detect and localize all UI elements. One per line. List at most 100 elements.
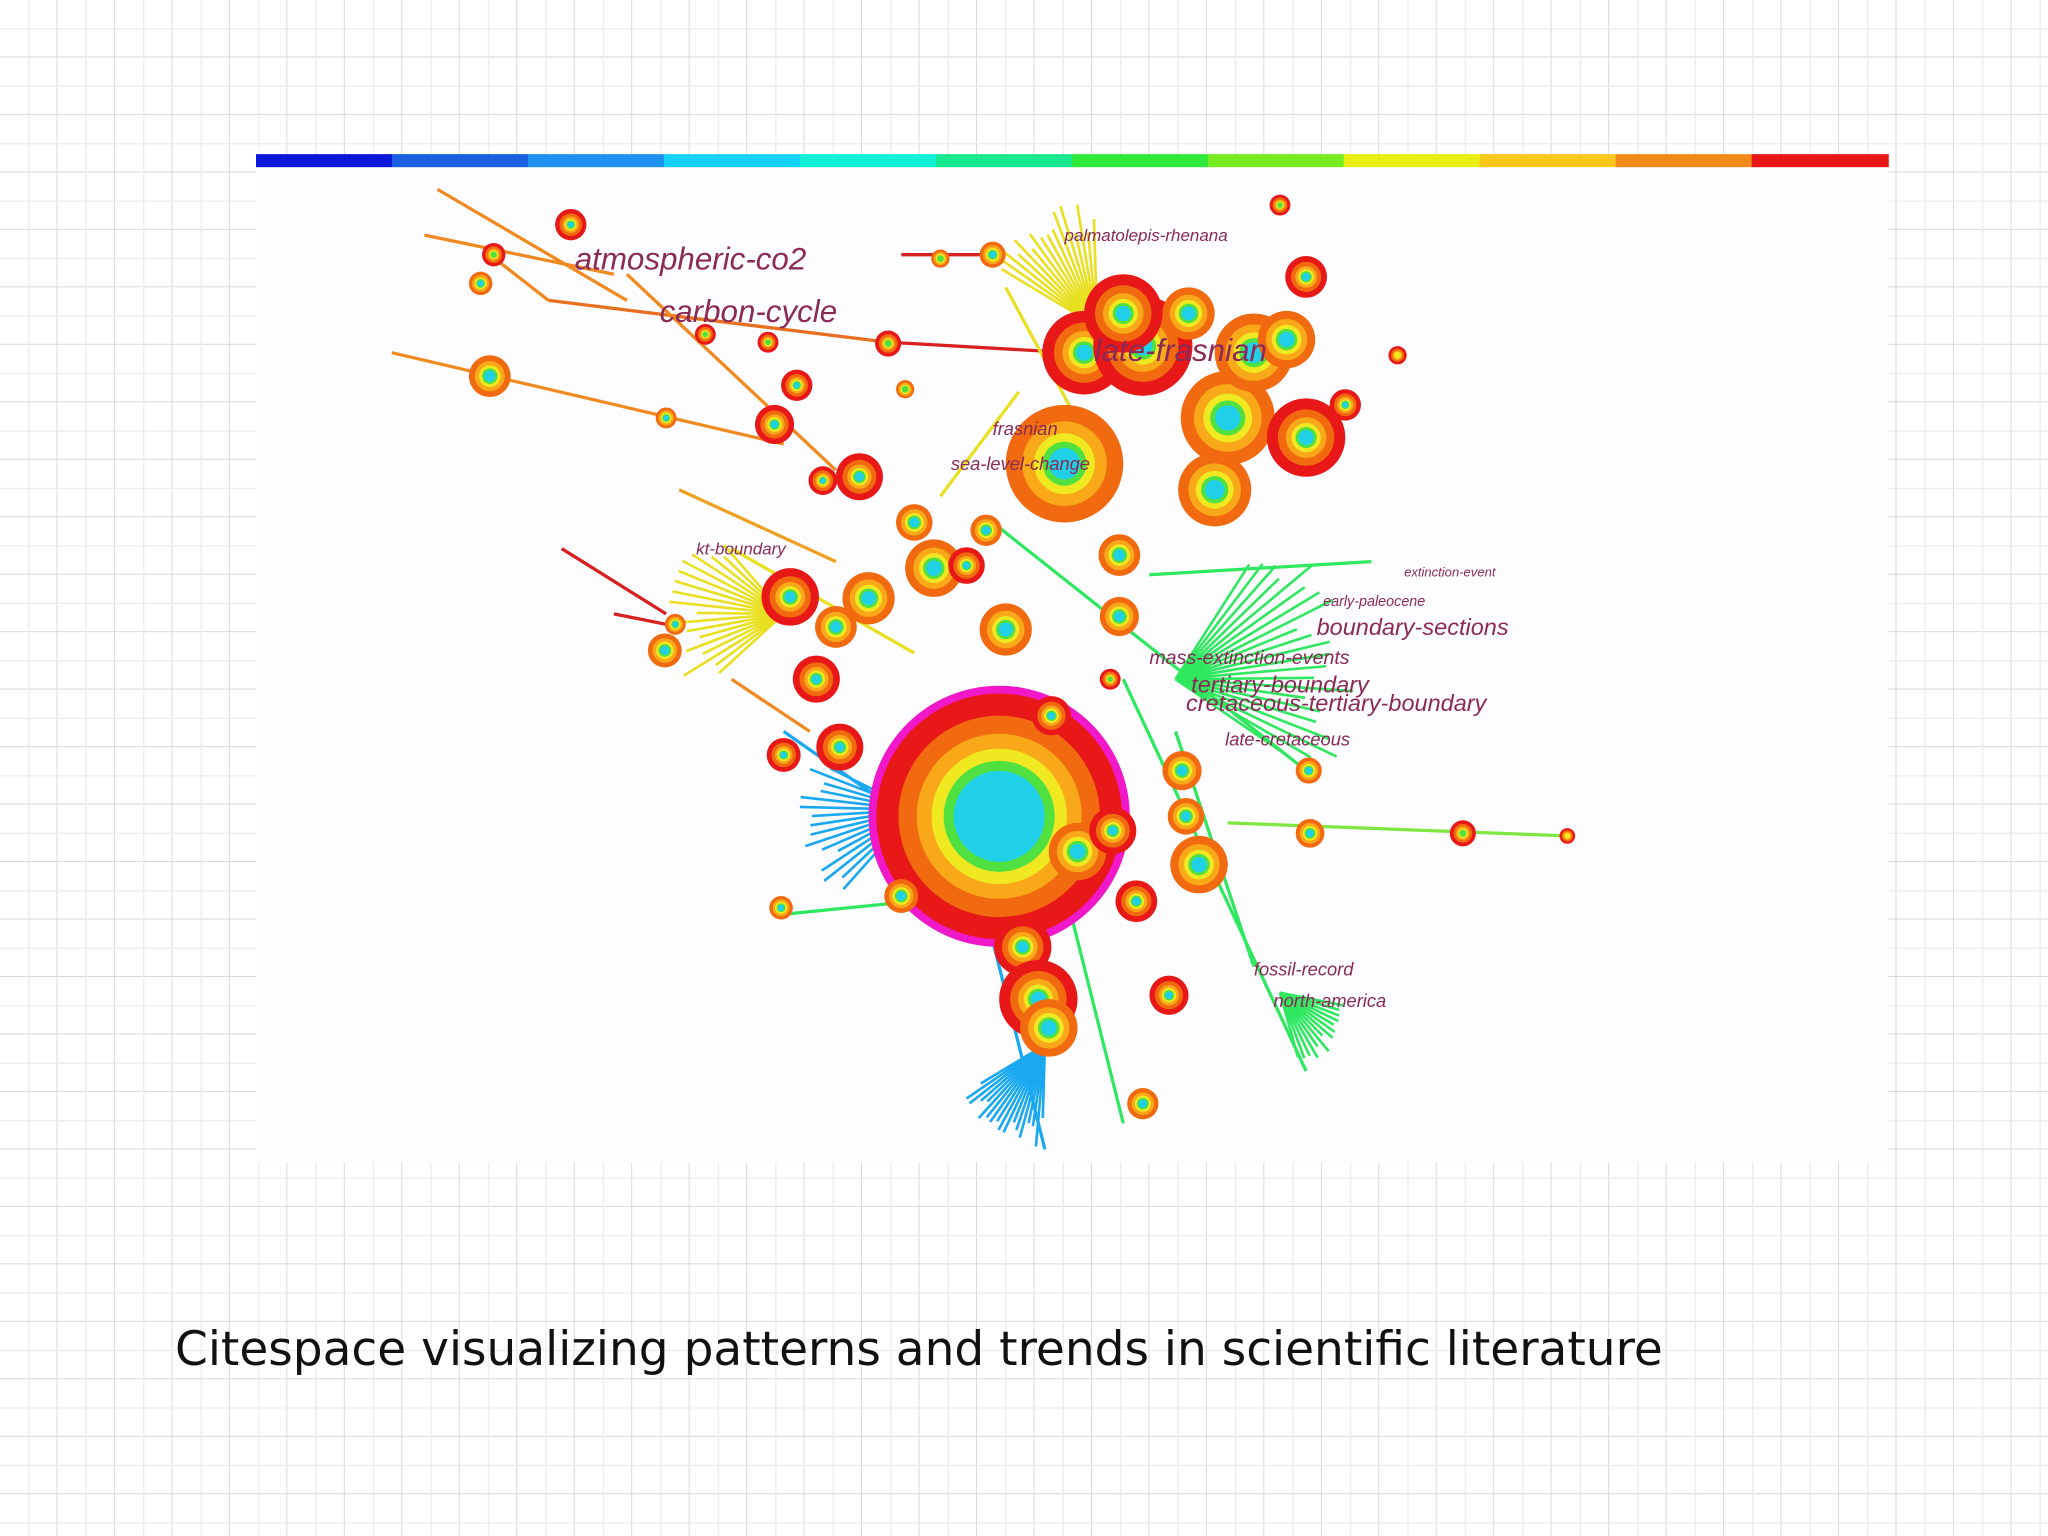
edge	[1175, 677, 1321, 713]
node-ring	[835, 742, 845, 752]
node-ring	[811, 674, 821, 684]
node-label: late-cretaceous	[1225, 729, 1350, 750]
node-ring	[953, 770, 1045, 862]
node-label: cretaceous-tertiary-boundary	[1186, 690, 1488, 716]
node-ring	[1132, 897, 1141, 906]
node-ring	[1017, 941, 1029, 953]
node-ring	[1181, 306, 1196, 321]
node-label: early-paleocene	[1323, 594, 1425, 610]
edge	[686, 612, 784, 633]
edge	[939, 390, 1021, 498]
edge	[991, 940, 1047, 1150]
node-ring	[1113, 549, 1125, 561]
edge	[718, 612, 785, 675]
edge	[683, 612, 785, 677]
node-ring	[1305, 767, 1313, 775]
node-ring	[1176, 765, 1188, 776]
node-label: tertiary-boundary	[1191, 672, 1370, 698]
node-ring	[1564, 832, 1571, 839]
node-label: carbon-cycle	[660, 294, 838, 329]
edge	[1174, 678, 1290, 758]
edge	[1175, 677, 1317, 724]
node-ring	[793, 382, 800, 389]
edge	[1278, 992, 1300, 1058]
color-bar	[256, 154, 1889, 168]
node-ring	[1107, 676, 1114, 682]
edge	[1174, 577, 1280, 681]
color-segment	[1207, 154, 1345, 168]
node-ring	[663, 415, 669, 421]
node-ring	[1138, 1099, 1148, 1108]
node-ring	[1306, 829, 1314, 838]
node-ring	[989, 251, 997, 259]
node-ring	[784, 591, 796, 603]
node-ring	[830, 621, 842, 633]
node-ring	[1215, 405, 1241, 431]
node-ring	[936, 255, 944, 263]
node-ring	[770, 420, 779, 429]
node-ring	[884, 340, 892, 348]
node-ring	[1181, 811, 1191, 822]
node-ring	[777, 904, 785, 911]
node-ring	[484, 370, 496, 382]
edge	[1227, 821, 1568, 838]
edge	[548, 298, 889, 344]
node-ring	[962, 562, 971, 570]
edge	[1175, 652, 1330, 681]
caption: Citespace visualizing patterns and trend…	[175, 1322, 1663, 1377]
node-ring	[1165, 991, 1173, 1000]
node-ring	[780, 751, 787, 759]
node-ring	[981, 526, 991, 535]
edge	[1174, 598, 1334, 681]
edge	[730, 547, 916, 655]
edge	[699, 612, 785, 639]
color-segment	[1343, 154, 1481, 168]
edge	[1174, 563, 1315, 681]
edge	[1175, 628, 1298, 681]
node-label: mass-extinction-events	[1149, 647, 1349, 669]
node-ring	[1298, 429, 1314, 446]
edge	[1175, 633, 1312, 681]
node-ring	[1394, 351, 1401, 359]
node-ring	[1115, 305, 1131, 322]
node-ring	[477, 280, 484, 287]
edge	[1174, 678, 1338, 758]
node-label: north-america	[1273, 990, 1386, 1011]
edge	[1175, 677, 1354, 693]
edge	[625, 273, 838, 472]
node-ring	[1459, 829, 1467, 837]
color-segment	[663, 154, 802, 168]
node-ring	[896, 891, 906, 901]
node-label: fossil-record	[1254, 959, 1354, 980]
node-label: sea-level-change	[951, 453, 1090, 474]
edge	[424, 233, 615, 276]
edge	[715, 612, 785, 667]
edge	[1174, 591, 1321, 681]
node-label: late-frasnian	[1095, 333, 1267, 368]
node-ring	[765, 339, 771, 346]
edge	[678, 488, 837, 564]
edge	[1175, 664, 1327, 681]
edge	[669, 600, 784, 616]
node-ring	[490, 251, 497, 258]
node-ring	[1277, 202, 1283, 208]
node-label: boundary-sections	[1317, 614, 1509, 640]
edge	[1175, 640, 1331, 681]
edge	[436, 187, 628, 302]
node-label: palmatolepis-rhenana	[1063, 226, 1227, 245]
edge	[680, 612, 784, 624]
node-ring	[1342, 401, 1349, 408]
color-segment	[391, 154, 530, 168]
node-label: atmospheric-co2	[575, 242, 807, 277]
node-label: extinction-event	[1404, 565, 1497, 580]
color-segment	[1615, 154, 1753, 168]
color-segment	[1479, 154, 1617, 168]
node-ring	[660, 645, 670, 656]
color-segment	[1071, 154, 1209, 168]
edge	[1175, 676, 1315, 681]
edge	[1175, 677, 1330, 741]
color-segment	[935, 154, 1073, 168]
edge	[730, 677, 811, 733]
